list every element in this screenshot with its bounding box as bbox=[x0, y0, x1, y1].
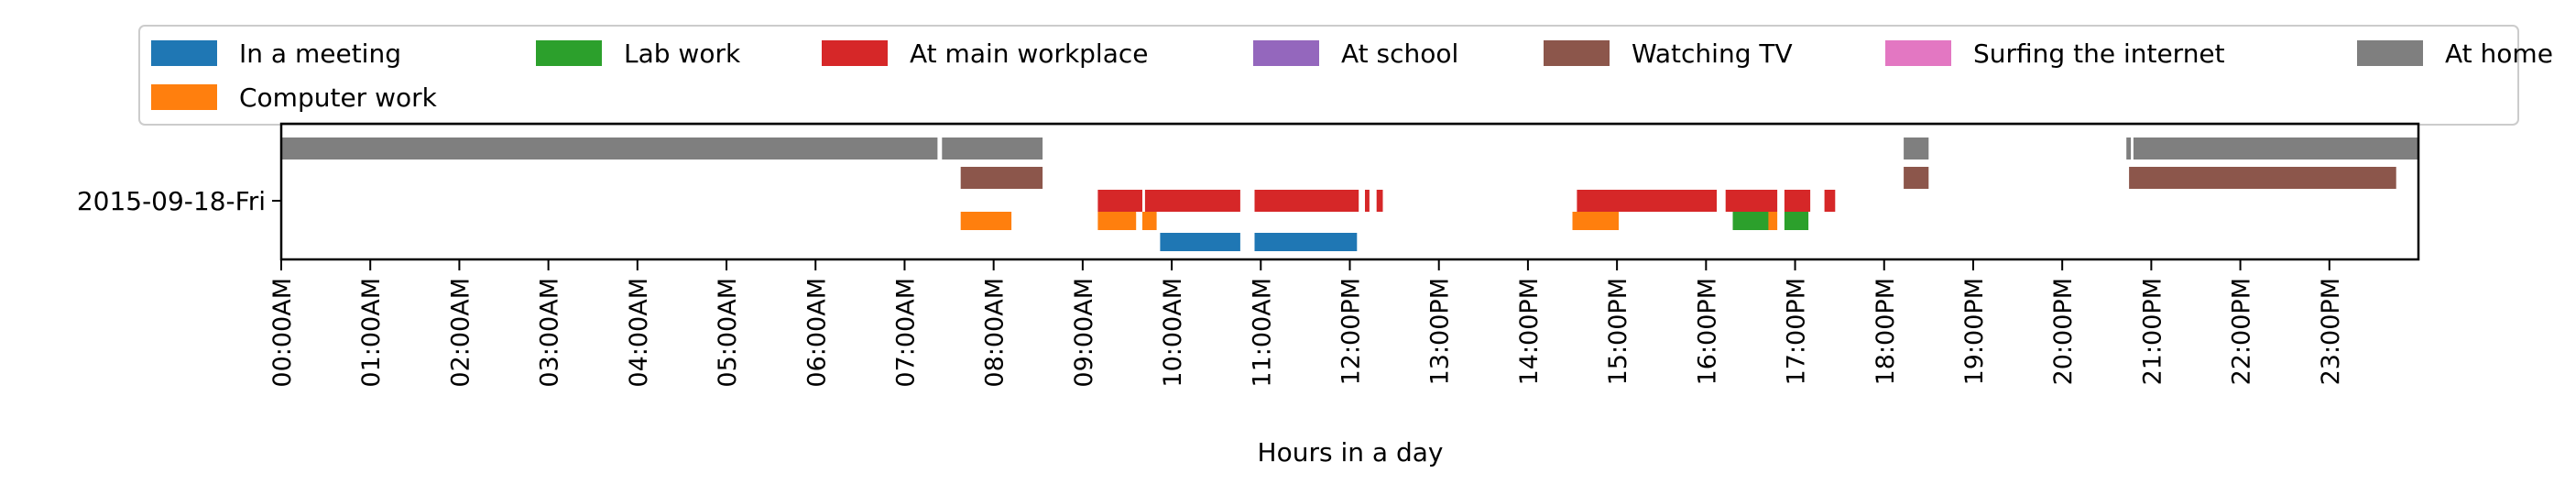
x-tick-label: 05:00AM bbox=[714, 278, 742, 388]
x-tick-label: 03:00AM bbox=[536, 278, 564, 388]
bar-lab-work-0 bbox=[1732, 212, 1769, 230]
bar-watching-tv-1 bbox=[1904, 167, 1929, 189]
bar-watching-tv-0 bbox=[960, 167, 1043, 189]
x-tick-label: 13:00PM bbox=[1426, 278, 1455, 385]
bar-computer-work-3 bbox=[1572, 212, 1619, 230]
x-tick-label: 06:00AM bbox=[802, 278, 831, 388]
x-tick-label: 07:00AM bbox=[891, 278, 920, 388]
bar-in-a-meeting-1 bbox=[1254, 233, 1358, 251]
x-tick-label: 01:00AM bbox=[357, 278, 386, 388]
x-tick-label: 04:00AM bbox=[625, 278, 653, 388]
bar-in-a-meeting-0 bbox=[1160, 233, 1240, 251]
x-tick-label: 12:00PM bbox=[1337, 278, 1366, 385]
bar-at-main-workplace-3 bbox=[1365, 190, 1370, 212]
legend-label-in-a-meeting: In a meeting bbox=[239, 38, 401, 69]
legend-swatch-computer-work bbox=[151, 84, 217, 110]
bar-lab-work-1 bbox=[1784, 212, 1809, 230]
legend-swatch-at-home bbox=[2357, 40, 2423, 66]
x-tick-label: 19:00PM bbox=[1960, 278, 1989, 385]
legend-label-at-main-workplace: At main workplace bbox=[910, 38, 1149, 69]
legend-swatch-lab-work bbox=[536, 40, 602, 66]
bar-at-home-4 bbox=[2133, 138, 2418, 160]
y-tick-label: 2015-09-18-Fri bbox=[77, 186, 266, 216]
bar-at-main-workplace-4 bbox=[1376, 190, 1383, 212]
x-tick-label: 20:00PM bbox=[2049, 278, 2078, 385]
x-axis-ticks: 00:00AM 01:00AM 02:00AM 03:00AM 04:00AM 05:00… bbox=[268, 259, 2345, 388]
x-tick-label: 23:00PM bbox=[2317, 278, 2345, 385]
legend-label-surfing-the-internet: Surfing the internet bbox=[1973, 38, 2225, 69]
x-axis-title: Hours in a day bbox=[1258, 437, 1444, 468]
legend-label-lab-work: Lab work bbox=[624, 38, 741, 69]
bar-computer-work-0 bbox=[960, 212, 1012, 230]
legend-swatch-surfing-the-internet bbox=[1885, 40, 1951, 66]
bar-at-home-0 bbox=[281, 138, 938, 160]
legend-label-watching-tv: Watching TV bbox=[1632, 38, 1793, 69]
x-tick-label: 08:00AM bbox=[981, 278, 1010, 388]
x-tick-label: 22:00PM bbox=[2228, 278, 2256, 385]
x-tick-label: 02:00AM bbox=[446, 278, 475, 388]
bar-at-home-3 bbox=[2126, 138, 2132, 160]
bar-at-main-workplace-0 bbox=[1097, 190, 1142, 212]
legend-label-at-home: At home bbox=[2445, 38, 2553, 69]
legend-label-at-school: At school bbox=[1341, 38, 1458, 69]
bar-at-home-1 bbox=[942, 138, 1043, 160]
x-tick-label: 16:00PM bbox=[1693, 278, 1721, 385]
timeline-bars bbox=[281, 138, 2418, 251]
bar-at-main-workplace-7 bbox=[1784, 190, 1811, 212]
x-tick-label: 09:00AM bbox=[1070, 278, 1098, 388]
bar-at-main-workplace-8 bbox=[1824, 190, 1836, 212]
legend-swatch-at-school bbox=[1253, 40, 1319, 66]
bar-at-main-workplace-6 bbox=[1725, 190, 1778, 212]
bar-at-main-workplace-1 bbox=[1144, 190, 1240, 212]
x-tick-label: 11:00AM bbox=[1248, 278, 1276, 388]
legend-swatch-at-main-workplace bbox=[822, 40, 888, 66]
bar-at-main-workplace-5 bbox=[1577, 190, 1717, 212]
bar-computer-work-4 bbox=[1765, 212, 1778, 230]
bar-computer-work-1 bbox=[1097, 212, 1137, 230]
x-tick-label: 17:00PM bbox=[1783, 278, 1811, 385]
bar-computer-work-2 bbox=[1142, 212, 1157, 230]
x-tick-label: 18:00PM bbox=[1872, 278, 1900, 385]
x-tick-label: 14:00PM bbox=[1515, 278, 1544, 385]
bar-watching-tv-2 bbox=[2129, 167, 2396, 189]
legend-label-computer-work: Computer work bbox=[239, 82, 438, 113]
legend: In a meeting Lab work At main workplace At … bbox=[138, 25, 2553, 126]
x-tick-label: 21:00PM bbox=[2138, 278, 2167, 385]
bar-at-home-2 bbox=[1904, 138, 1929, 160]
x-tick-label: 15:00PM bbox=[1604, 278, 1632, 385]
bar-at-main-workplace-2 bbox=[1254, 190, 1359, 212]
y-axis: 2015-09-18-Fri bbox=[77, 186, 281, 216]
x-tick-label: 10:00AM bbox=[1159, 278, 1187, 388]
legend-swatch-watching-tv bbox=[1544, 40, 1610, 66]
x-tick-label: 00:00AM bbox=[268, 278, 297, 388]
legend-swatch-in-a-meeting bbox=[151, 40, 217, 66]
